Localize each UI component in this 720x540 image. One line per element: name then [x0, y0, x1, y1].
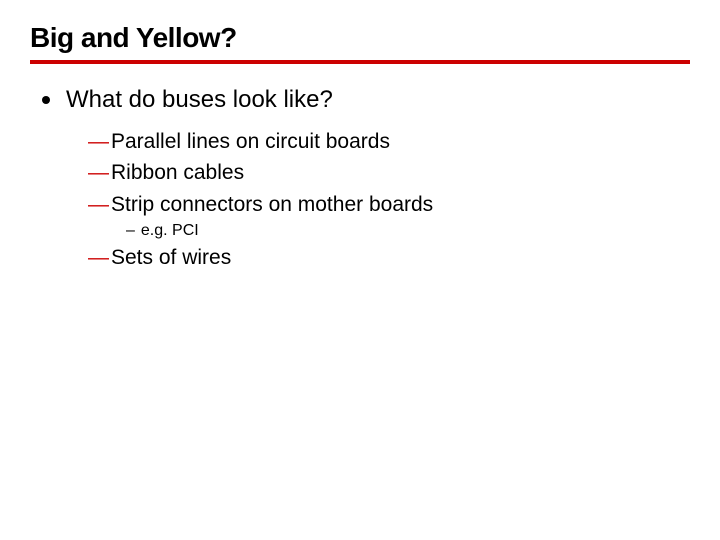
- bullet-level-2: — Parallel lines on circuit boards: [88, 128, 690, 155]
- em-dash-icon: —: [88, 244, 109, 271]
- bullet-level-2: — Sets of wires: [88, 244, 690, 271]
- en-dash-icon: –: [126, 222, 135, 240]
- em-dash-icon: —: [88, 191, 109, 218]
- slide-title: Big and Yellow?: [30, 22, 690, 54]
- level-3-text: e.g. PCI: [141, 222, 199, 240]
- title-underline: [30, 60, 690, 64]
- slide-container: Big and Yellow? What do buses look like?…: [0, 0, 720, 540]
- level-2-text: Strip connectors on mother boards: [111, 191, 433, 218]
- bullet-level-3: – e.g. PCI: [126, 222, 690, 240]
- em-dash-icon: —: [88, 128, 109, 155]
- bullet-level-1: What do buses look like?: [42, 86, 690, 114]
- level-2-text: Parallel lines on circuit boards: [111, 128, 390, 155]
- level-2-text: Ribbon cables: [111, 159, 244, 186]
- bullet-dot-icon: [42, 96, 50, 104]
- level-2-text: Sets of wires: [111, 244, 231, 271]
- em-dash-icon: —: [88, 159, 109, 186]
- bullet-level-2: — Strip connectors on mother boards: [88, 191, 690, 218]
- bullet-level-2: — Ribbon cables: [88, 159, 690, 186]
- level-1-text: What do buses look like?: [66, 86, 333, 114]
